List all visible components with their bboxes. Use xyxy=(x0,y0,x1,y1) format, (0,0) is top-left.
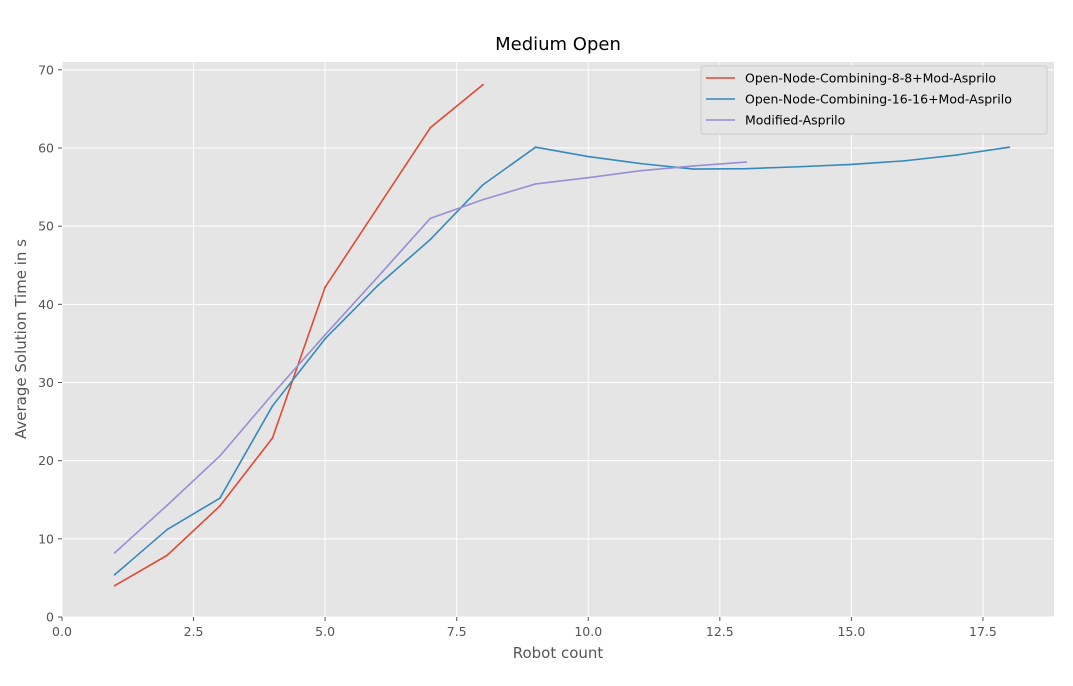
series-1-point xyxy=(218,497,221,500)
y-tick-label: 40 xyxy=(38,297,54,312)
plot-background xyxy=(62,62,1054,617)
x-tick-label: 0.0 xyxy=(52,624,72,639)
x-tick-label: 7.5 xyxy=(447,624,467,639)
series-1-point xyxy=(324,337,327,340)
series-2-point xyxy=(692,165,695,167)
y-axis-ticks: 0 10 20 30 40 50 60 70 xyxy=(38,62,62,625)
x-tick-label: 17.5 xyxy=(969,624,997,639)
series-2-point xyxy=(218,455,221,457)
y-tick-label: 30 xyxy=(38,375,54,390)
chart-title: Medium Open xyxy=(495,34,621,55)
legend: Open-Node-Combining-8-8+Mod-Asprilo Open-… xyxy=(700,65,1048,135)
series-2-point xyxy=(113,552,116,554)
x-tick-label: 12.5 xyxy=(706,624,734,639)
series-1-point xyxy=(692,168,695,170)
y-tick-label: 10 xyxy=(38,531,54,546)
x-tick-label: 5.0 xyxy=(315,624,335,639)
series-2-point xyxy=(166,504,169,507)
legend-box xyxy=(700,65,1048,135)
series-0-point xyxy=(429,126,432,129)
x-axis-label: Robot count xyxy=(513,644,604,662)
series-2-point xyxy=(376,276,379,278)
grid-lines xyxy=(61,62,1054,618)
x-tick-label: 10.0 xyxy=(574,624,602,639)
y-tick-label: 70 xyxy=(38,62,54,77)
series-1-point xyxy=(587,155,590,158)
series-2-point xyxy=(587,176,590,179)
y-tick-label: 20 xyxy=(38,453,54,468)
y-tick-label: 60 xyxy=(38,140,54,155)
series-0-point xyxy=(376,206,379,209)
series-1-point xyxy=(534,146,537,149)
x-axis-ticks: 0.0 2.5 5.0 7.5 10.0 12.5 15.0 17.5 xyxy=(52,617,997,639)
x-tick-label: 2.5 xyxy=(184,624,204,639)
series-0-point xyxy=(271,437,274,439)
series-1-point xyxy=(745,167,748,170)
y-tick-label: 0 xyxy=(46,610,54,625)
series-1-point xyxy=(903,159,905,162)
series-0-point xyxy=(482,83,484,86)
series-2-point xyxy=(534,183,537,185)
series-1-point xyxy=(955,154,958,156)
series-0-point xyxy=(113,584,116,587)
x-tick-label: 15.0 xyxy=(837,624,865,639)
series-0-point xyxy=(324,286,327,289)
series-2-point xyxy=(482,198,484,201)
y-tick-label: 50 xyxy=(38,219,54,234)
series-1-point xyxy=(850,163,853,166)
series-1-point xyxy=(797,165,800,168)
series-line-1 xyxy=(114,146,1010,576)
series-lines xyxy=(113,83,1011,587)
series-0-point xyxy=(166,554,169,557)
series-2-point xyxy=(271,393,274,396)
series-2-point xyxy=(324,333,327,336)
series-1-point xyxy=(376,284,379,287)
series-1-point xyxy=(166,528,169,531)
series-2-point xyxy=(639,169,642,172)
legend-label-1: Open-Node-Combining-16-16+Mod-Asprilo xyxy=(745,92,1012,107)
legend-label-2: Modified-Asprilo xyxy=(745,113,845,128)
series-1-point xyxy=(271,405,274,407)
series-1-point xyxy=(1008,146,1011,149)
series-1-point xyxy=(429,238,432,241)
series-1-point xyxy=(639,162,642,165)
series-1-point xyxy=(482,183,484,186)
y-axis-label: Average Solution Time in s xyxy=(12,239,30,439)
series-1-point xyxy=(113,573,116,576)
series-2-point xyxy=(429,217,432,220)
legend-label-0: Open-Node-Combining-8-8+Mod-Asprilo xyxy=(745,71,996,86)
series-0-point xyxy=(218,505,221,507)
series-line-0 xyxy=(114,84,484,587)
series-2-point xyxy=(745,161,748,163)
